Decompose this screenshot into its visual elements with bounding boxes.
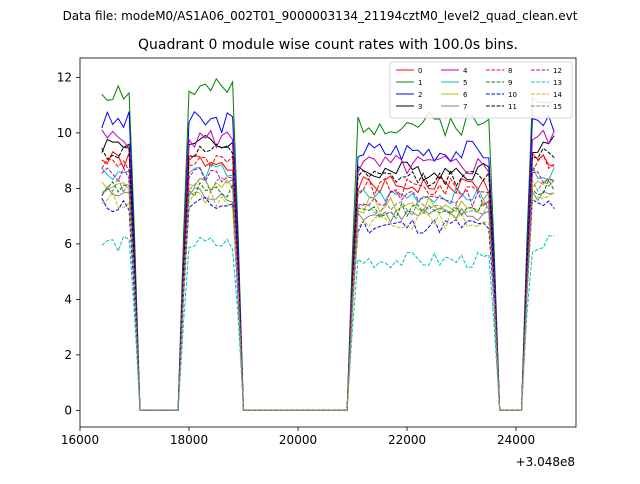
legend-label-4: 4 bbox=[463, 67, 468, 75]
legend-label-11: 11 bbox=[508, 103, 517, 111]
chart-title: Quadrant 0 module wise count rates with … bbox=[138, 37, 518, 53]
y-tick-label: 12 bbox=[57, 70, 72, 84]
legend-label-3: 3 bbox=[418, 103, 422, 111]
axes-frame bbox=[79, 57, 577, 428]
legend-label-7: 7 bbox=[463, 103, 467, 111]
y-tick-label: 10 bbox=[57, 126, 72, 140]
legend-label-15: 15 bbox=[553, 103, 562, 111]
y-tick-label: 6 bbox=[64, 237, 72, 251]
legend-label-10: 10 bbox=[508, 91, 517, 99]
x-tick-label: 16000 bbox=[61, 433, 99, 447]
y-tick-label: 4 bbox=[64, 292, 72, 306]
legend-label-8: 8 bbox=[508, 67, 512, 75]
y-tick-label: 0 bbox=[64, 403, 72, 417]
legend-label-14: 14 bbox=[553, 91, 562, 99]
y-tick-label: 8 bbox=[64, 181, 72, 195]
legend-label-0: 0 bbox=[418, 67, 422, 75]
x-tick-label: 24000 bbox=[497, 433, 535, 447]
legend-label-2: 2 bbox=[418, 91, 422, 99]
x-tick-label: 22000 bbox=[388, 433, 426, 447]
chart-suptitle: Data file: modeM0/AS1A06_002T01_90000031… bbox=[63, 9, 578, 23]
x-tick-label: 20000 bbox=[279, 433, 317, 447]
legend-box bbox=[389, 61, 573, 119]
y-tick-label: 2 bbox=[64, 348, 72, 362]
series-line-15 bbox=[101, 176, 555, 411]
legend-label-6: 6 bbox=[463, 91, 468, 99]
legend-label-9: 9 bbox=[508, 79, 512, 87]
legend-label-13: 13 bbox=[553, 79, 562, 87]
legend-label-12: 12 bbox=[553, 67, 562, 75]
legend-label-5: 5 bbox=[463, 79, 467, 87]
legend-label-1: 1 bbox=[418, 79, 422, 87]
x-offset-label: +3.048e8 bbox=[516, 455, 575, 469]
x-tick-label: 18000 bbox=[170, 433, 208, 447]
